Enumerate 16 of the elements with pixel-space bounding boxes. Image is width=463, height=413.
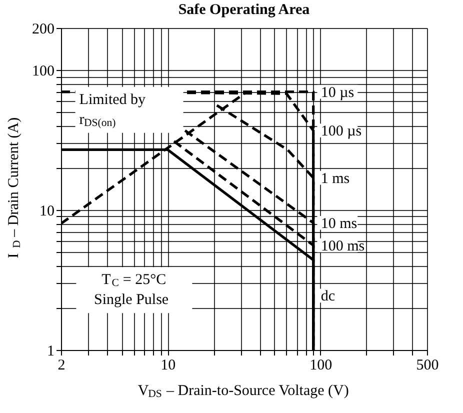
x-tick-label: 10 xyxy=(160,358,176,374)
y-tick-label: 1 xyxy=(47,344,54,360)
y-axis-title: ID – Drain Current (A) xyxy=(6,117,23,258)
series-label: dc xyxy=(320,288,336,305)
series-label: 10 ms xyxy=(320,216,358,232)
y-tick-label: 200 xyxy=(32,22,54,38)
series-label: 10 µs xyxy=(320,84,354,101)
y-tick-label: 10 xyxy=(40,204,54,220)
chart-title: Safe Operating Area xyxy=(178,2,310,18)
series-label: 100 µs xyxy=(320,124,362,140)
x-tick-label: 100 xyxy=(310,358,332,374)
x-tick-label: 500 xyxy=(416,358,439,374)
series-label: 1 ms xyxy=(320,170,350,187)
series-label: 100 ms xyxy=(320,238,365,254)
y-tick-label: 100 xyxy=(32,64,54,80)
x-tick-label: 2 xyxy=(58,358,66,374)
